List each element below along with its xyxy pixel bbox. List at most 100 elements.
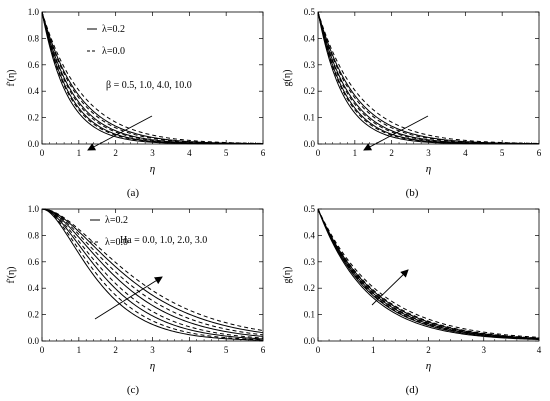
- series-line-solid: [41, 208, 264, 337]
- x-tick-label: 5: [224, 148, 229, 158]
- y-tick-label: 0.6: [28, 60, 40, 70]
- panel-caption: (b): [406, 187, 419, 199]
- series-line-solid: [317, 11, 540, 145]
- series-line-dashed: [41, 11, 264, 145]
- series-line-solid: [41, 208, 264, 334]
- y-tick-label: 0.0: [28, 336, 40, 346]
- y-tick-label: 0.8: [28, 33, 40, 43]
- series-line-dashed: [317, 208, 540, 338]
- series-line-dashed: [41, 208, 264, 339]
- y-tick-label: 0.5: [304, 204, 316, 214]
- x-tick-label: 1: [353, 148, 358, 158]
- series-line-solid: [41, 208, 264, 340]
- legend-label: λ=0.2: [102, 24, 125, 35]
- x-tick-label: 4: [187, 345, 192, 355]
- x-tick-label: 4: [187, 148, 192, 158]
- x-axis-label: η: [150, 360, 155, 372]
- x-axis-label: η: [150, 163, 155, 175]
- plot-frame: [41, 11, 264, 145]
- x-tick-label: 5: [224, 345, 229, 355]
- y-tick-label: 0.5: [304, 7, 316, 17]
- y-tick-label: 0.8: [28, 230, 40, 240]
- x-tick-label: 2: [113, 345, 118, 355]
- y-tick-label: 0.1: [304, 310, 315, 320]
- annotation-arrow: [87, 115, 153, 151]
- x-tick-label: 1: [371, 345, 376, 355]
- series-line-dashed: [41, 11, 263, 145]
- chart-panel-c: 0 1 2 3 4 5 6 0.0 0.2 0.4 0.6 0.8 1.0 η f'(η) λ=0.2 λ=0.…: [6, 204, 266, 396]
- y-tick-label: 0.3: [304, 257, 316, 267]
- y-tick-label: 0.0: [304, 336, 316, 346]
- x-tick-label: 3: [150, 148, 155, 158]
- series-line-dashed: [41, 11, 263, 145]
- y-tick-label: 0.0: [28, 139, 40, 149]
- y-axis-label: f'(η): [6, 69, 17, 86]
- series-line-solid: [41, 11, 264, 145]
- panel-caption: (a): [127, 187, 140, 199]
- panel-caption: (d): [406, 384, 419, 396]
- x-tick-label: 0: [316, 148, 321, 158]
- x-tick-label: 2: [426, 345, 431, 355]
- y-tick-label: 0.3: [304, 60, 316, 70]
- y-tick-label: 0.2: [28, 310, 39, 320]
- series-line-solid: [317, 11, 540, 145]
- series-line-solid: [41, 208, 264, 341]
- y-tick-label: 0.4: [304, 33, 316, 43]
- y-tick-label: 0.6: [28, 257, 40, 267]
- series-line-dashed: [317, 11, 540, 145]
- parameter-annotation: Ha = 0.0, 1.0, 2.0, 3.0: [120, 235, 207, 246]
- x-tick-label: 6: [537, 148, 542, 158]
- legend-label: λ=0.0: [105, 237, 128, 248]
- chart-panel-d: 012340.00.10.20.30.40.5ηg(η)λ=0.2λ=0.0Ha…: [282, 204, 542, 396]
- x-tick-label: 6: [261, 345, 266, 355]
- legend-label: λ=0.0: [102, 46, 125, 57]
- chart-panel-b: 01234560.00.10.20.30.40.5ηg(η)λ=0.2λ=0.0…: [282, 7, 542, 199]
- y-tick-label: 0.4: [28, 86, 40, 96]
- series-line-dashed: [317, 11, 540, 144]
- y-tick-label: 0.1: [304, 113, 315, 123]
- series-line-dashed: [317, 11, 539, 145]
- series-line-dashed: [317, 208, 540, 340]
- annotation-arrow: [371, 269, 409, 306]
- x-tick-label: 3: [150, 345, 155, 355]
- series-line-solid: [317, 11, 540, 145]
- x-tick-label: 3: [426, 148, 431, 158]
- x-tick-label: 3: [482, 345, 487, 355]
- legend-label: λ=0.2: [105, 215, 128, 226]
- series-line-solid: [41, 11, 264, 145]
- parameter-annotation: β = 0.5, 1.0, 4.0, 10.0: [106, 80, 192, 91]
- series-line-solid: [317, 11, 539, 145]
- series-line-dashed: [317, 208, 540, 339]
- y-tick-label: 1.0: [28, 7, 40, 17]
- y-tick-label: 1.0: [28, 204, 40, 214]
- y-axis-label: f'(η): [6, 266, 17, 283]
- series-line-dashed: [41, 208, 264, 341]
- x-tick-label: 1: [77, 148, 82, 158]
- series-line-solid: [317, 208, 540, 340]
- chart-panel-a: 0 1 2 3 4 5 6 0.0 0.2 0.4 0.6 0.8 1.0 η f'(η) λ=0.2 λ=0.…: [6, 7, 266, 199]
- x-tick-label: 2: [389, 148, 394, 158]
- y-tick-label: 0.2: [304, 86, 315, 96]
- series-line-dashed: [317, 11, 539, 145]
- series-line-solid: [41, 11, 263, 145]
- series-line-solid: [41, 11, 264, 145]
- panel-caption: (c): [127, 384, 140, 396]
- x-tick-label: 6: [261, 148, 266, 158]
- x-axis-label: η: [426, 360, 431, 372]
- series-line-dashed: [317, 208, 540, 340]
- y-axis-label: g(η): [282, 267, 293, 284]
- x-tick-label: 0: [40, 148, 45, 158]
- y-tick-label: 0.2: [304, 283, 315, 293]
- series-line-dashed: [41, 208, 264, 336]
- x-tick-label: 5: [500, 148, 505, 158]
- plot-frame: [317, 11, 540, 145]
- y-tick-label: 0.2: [28, 113, 39, 123]
- y-tick-label: 0.4: [304, 230, 316, 240]
- x-tick-label: 4: [463, 148, 468, 158]
- x-tick-label: 4: [537, 345, 542, 355]
- series-line-dashed: [41, 11, 264, 144]
- x-tick-label: 2: [113, 148, 118, 158]
- y-tick-label: 0.0: [304, 139, 316, 149]
- y-tick-label: 0.4: [28, 283, 40, 293]
